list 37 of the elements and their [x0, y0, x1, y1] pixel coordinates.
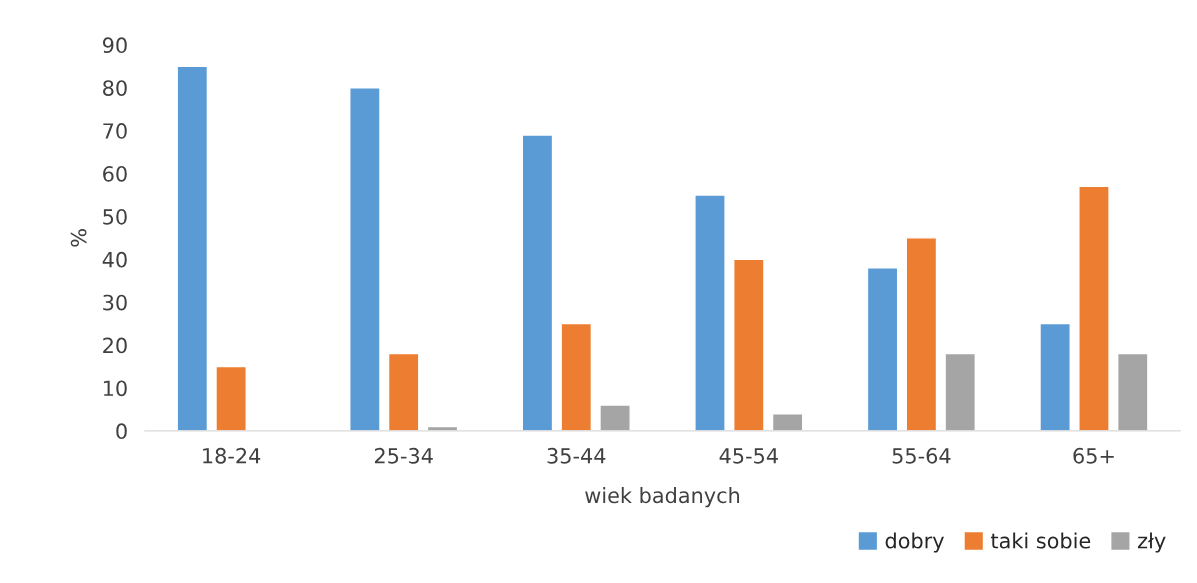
x-tick-label: 25-34	[374, 447, 433, 464]
x-axis-title: wiek badanych	[585, 487, 740, 508]
y-tick-label: 50	[103, 208, 127, 225]
y-tick-label: 90	[102, 37, 127, 54]
bar	[1116, 352, 1149, 431]
bar	[866, 267, 899, 431]
y-tick-label: 30	[103, 294, 127, 311]
legend-label: dobry	[885, 532, 944, 553]
y-tick-label: 40	[102, 251, 127, 268]
bar	[387, 352, 420, 431]
bar	[521, 134, 554, 431]
bar	[694, 194, 726, 431]
legend-label: zły	[1137, 532, 1166, 553]
bar	[1078, 185, 1110, 431]
bar	[349, 87, 381, 431]
legend-label: taki sobie	[990, 532, 1091, 549]
x-tick-label: 65+	[1073, 447, 1114, 464]
y-tick-label: 10	[103, 380, 127, 397]
bar	[560, 322, 593, 431]
bar	[771, 412, 804, 431]
y-tick-label: 60	[103, 165, 127, 182]
x-tick-label: 18-24	[203, 447, 261, 464]
y-tick-label: 0	[116, 423, 127, 440]
bar	[599, 404, 631, 431]
y-axis-title: %	[70, 229, 87, 247]
bar	[176, 65, 209, 431]
bar	[944, 352, 977, 431]
bar	[215, 365, 247, 431]
y-tick-label: 20	[103, 337, 127, 354]
bar	[1039, 322, 1071, 431]
bar	[733, 258, 765, 431]
y-tick-label: 80	[103, 80, 127, 96]
x-tick-label: 55-64	[892, 447, 951, 464]
x-tick-label: 35-44	[547, 447, 606, 464]
y-tick-label: 70	[103, 123, 127, 139]
x-tick-label: 45-54	[719, 448, 778, 464]
bar	[905, 237, 938, 431]
